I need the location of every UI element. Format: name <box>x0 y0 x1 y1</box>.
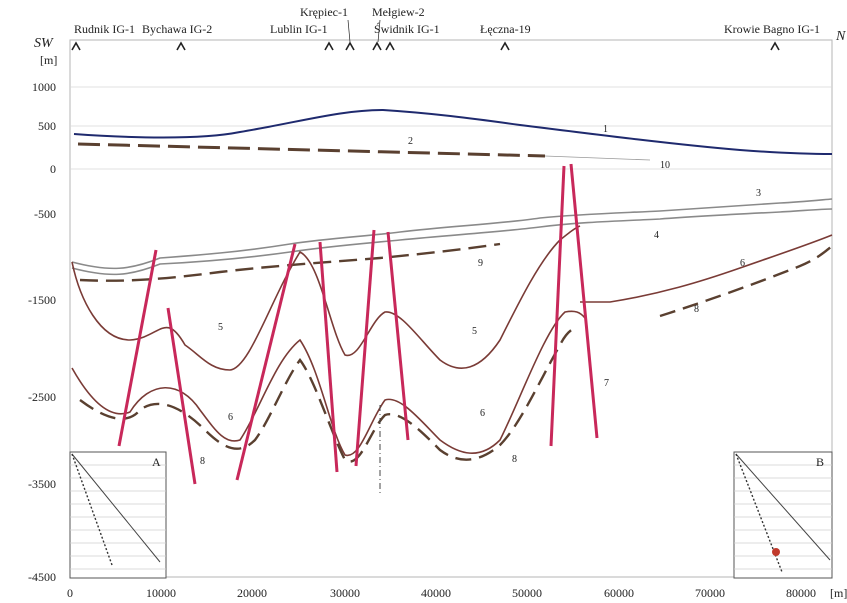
horizon-3 <box>71 198 833 270</box>
x-tick-0: 0 <box>67 586 73 600</box>
dashed-surface-tail <box>544 155 651 161</box>
horizon-4 <box>71 208 833 276</box>
fault-8 <box>569 163 599 439</box>
y-tick-500: 500 <box>38 119 56 133</box>
x-axis-labels: 0 10000 20000 30000 40000 50000 60000 70… <box>67 586 847 600</box>
well-label-rudnik: Rudnik IG-1 <box>74 22 135 36</box>
well-marker-bychawa <box>176 41 186 51</box>
x-tick-50000: 50000 <box>512 586 542 600</box>
well-marker-krepiec <box>345 41 355 51</box>
well-label-krowie-bagno: Krowie Bagno IG-1 <box>724 22 820 36</box>
well-marker-leczna <box>500 41 510 51</box>
direction-n-label: N <box>835 29 846 44</box>
upper-horizons <box>71 198 833 276</box>
line-label-1: 1 <box>603 124 608 135</box>
horizon-8-lower-dashed <box>79 326 576 463</box>
horizon-9-dashed <box>79 242 501 282</box>
x-tick-40000: 40000 <box>421 586 451 600</box>
well-labels: Rudnik IG-1 Bychawa IG-2 Lublin IG-1 Krę… <box>74 5 820 36</box>
line-label-8c: 8 <box>200 456 205 467</box>
x-tick-80000: 80000 <box>786 586 816 600</box>
y-tick-minus-2500: -2500 <box>28 390 56 404</box>
x-tick-20000: 20000 <box>237 586 267 600</box>
line-label-7: 7 <box>604 378 609 389</box>
inset-a-label: A <box>152 455 161 469</box>
x-tick-70000: 70000 <box>695 586 725 600</box>
line-label-5a: 5 <box>218 322 223 333</box>
x-tick-30000: 30000 <box>330 586 360 600</box>
line-label-8: 8 <box>694 304 699 315</box>
line-label-9: 9 <box>478 258 483 269</box>
line-label-3: 3 <box>756 188 761 199</box>
horizon-8-dashed <box>659 245 833 318</box>
y-tick-minus-4500: -4500 <box>28 570 56 584</box>
x-unit-label: [m] <box>830 586 847 600</box>
fault-5 <box>354 229 376 467</box>
horizon-6-lower <box>71 310 586 457</box>
well-marker-swidnik <box>385 41 395 51</box>
plot-frame <box>69 39 833 578</box>
fault-7 <box>549 165 566 447</box>
topography-line <box>73 108 833 155</box>
inset-b: B <box>733 451 833 579</box>
horizon-5 <box>71 225 581 371</box>
fault-4 <box>318 241 339 473</box>
well-marker-krowie-bagno <box>770 41 780 51</box>
line-label-6c: 6 <box>228 412 233 423</box>
well-markers <box>71 19 780 51</box>
well-label-leczna: Łęczna-19 <box>480 22 531 36</box>
y-tick-minus-1500: -1500 <box>28 293 56 307</box>
line-label-5b: 5 <box>472 326 477 337</box>
well-marker-lublin <box>324 41 334 51</box>
x-tick-60000: 60000 <box>604 586 634 600</box>
horizontal-guides <box>70 86 832 170</box>
horizon-6 <box>580 234 833 303</box>
well-label-bychawa: Bychawa IG-2 <box>142 22 212 36</box>
inset-b-label: B <box>816 455 824 469</box>
y-unit-label: [m] <box>40 53 57 67</box>
line-label-6: 6 <box>740 258 745 269</box>
well-marker-melgiew <box>372 41 382 51</box>
y-tick-minus-500: -500 <box>34 207 56 221</box>
well-label-swidnik: Świdnik IG-1 <box>374 22 440 36</box>
line-number-labels: 1 2 10 3 4 9 6 8 5 5 7 6 8 6 8 <box>200 124 761 467</box>
fault-2 <box>166 307 197 485</box>
dashed-surface-line <box>77 142 546 158</box>
direction-sw-label: SW <box>34 36 54 51</box>
line-label-4: 4 <box>654 230 659 241</box>
inset-a: A <box>69 451 167 579</box>
well-label-lublin: Lublin IG-1 <box>270 22 328 36</box>
line-label-6b: 6 <box>480 408 485 419</box>
y-tick-0: 0 <box>50 162 56 176</box>
well-marker-rudnik <box>71 41 81 51</box>
y-tick-minus-3500: -3500 <box>28 477 56 491</box>
y-axis-labels: SW [m] 1000 500 0 -500 -1500 -2500 -3500… <box>28 36 57 584</box>
fault-3 <box>235 243 297 481</box>
faults <box>117 163 599 485</box>
line-label-10: 10 <box>660 160 670 171</box>
fault-1 <box>117 249 158 447</box>
x-tick-10000: 10000 <box>146 586 176 600</box>
line-label-2: 2 <box>408 136 413 147</box>
well-label-melgiew: Mełgiew-2 <box>372 5 425 19</box>
fault-6 <box>386 231 410 441</box>
line-label-8b: 8 <box>512 454 517 465</box>
well-label-krepiec: Krępiec-1 <box>300 5 348 19</box>
y-tick-1000: 1000 <box>32 80 56 94</box>
